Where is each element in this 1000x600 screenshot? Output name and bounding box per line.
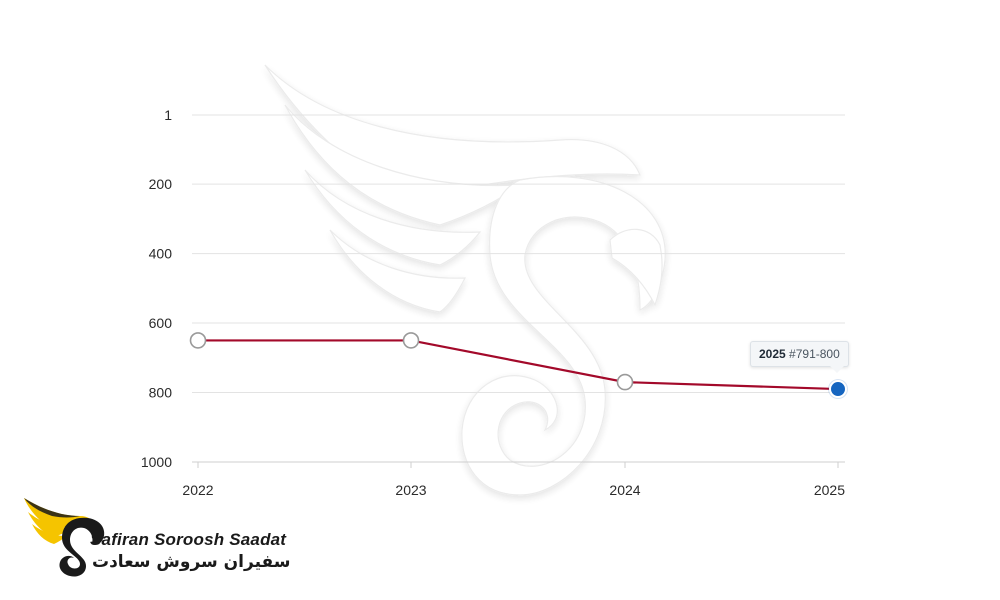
series-line	[198, 339, 839, 391]
tooltip-year: 2025	[759, 347, 786, 361]
data-point	[616, 373, 634, 391]
logo-name-persian: سفیران سروش سعادت	[92, 552, 291, 572]
y-tick-label: 800	[149, 385, 173, 401]
tooltip-range: #791-800	[789, 347, 840, 361]
watermark-emblem	[264, 64, 666, 496]
phoenix-logo-icon	[24, 498, 105, 577]
y-tick-label: 1000	[141, 454, 172, 470]
company-logo: Safiran Soroosh Saadat سفیران سروش سعادت	[22, 494, 292, 578]
y-tick-label: 400	[149, 246, 173, 262]
data-point	[402, 332, 420, 349]
x-tick-label: 2024	[609, 482, 640, 498]
data-point-active	[829, 380, 847, 399]
y-tick-label: 1	[164, 107, 172, 123]
x-tick-label: 2022	[182, 482, 213, 498]
x-tick-label: 2025	[814, 482, 845, 498]
x-tick-label: 2023	[395, 482, 426, 498]
y-tick-label: 200	[149, 176, 173, 192]
y-tick-label: 600	[149, 315, 173, 331]
data-point	[189, 332, 207, 349]
data-tooltip: 2025 #791-800	[750, 341, 849, 373]
logo-name-english: Safiran Soroosh Saadat	[90, 530, 287, 549]
